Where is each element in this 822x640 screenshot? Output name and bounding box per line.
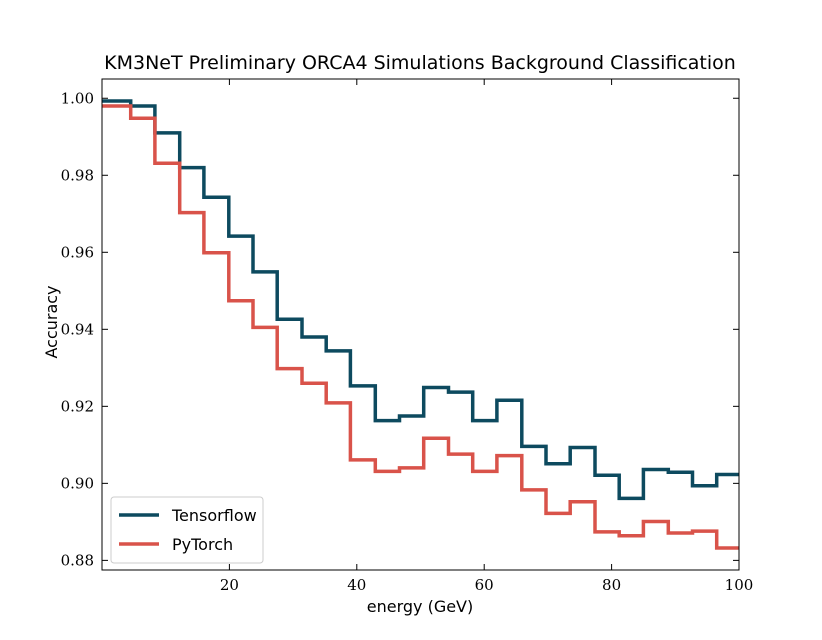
y-tick-label: 0.90 [61,474,94,492]
y-tick-label: 0.94 [61,320,94,338]
y-tick-label: 0.92 [61,397,94,415]
x-tick-label: 40 [347,576,366,594]
series-line-pytorch [102,104,739,550]
legend-label-pytorch: PyTorch [172,535,233,554]
series-layer [102,99,739,550]
x-axis-label: energy (GeV) [367,597,474,616]
x-tick-label: 60 [475,576,494,594]
x-tick-label: 80 [602,576,621,594]
x-tick-label: 20 [220,576,239,594]
y-tick-label: 0.98 [61,166,94,184]
y-axis-label: Accuracy [42,285,61,358]
x-tick-label: 100 [725,576,754,594]
y-tick-label: 0.88 [61,551,94,569]
legend-label-tensorflow: Tensorflow [171,506,257,525]
ticks-layer: 20 40 60 80 100 0.88 0.90 0.92 0.94 0.96 0.98 1.00 [61,79,754,594]
series-line-tensorflow [102,99,739,501]
y-tick-label: 0.96 [61,243,94,261]
chart-title: KM3NeT Preliminary ORCA4 Simulations Bac… [104,52,736,74]
plot-frame [101,78,740,571]
legend: Tensorflow PyTorch [110,496,264,564]
y-tick-label: 1.00 [61,89,94,107]
